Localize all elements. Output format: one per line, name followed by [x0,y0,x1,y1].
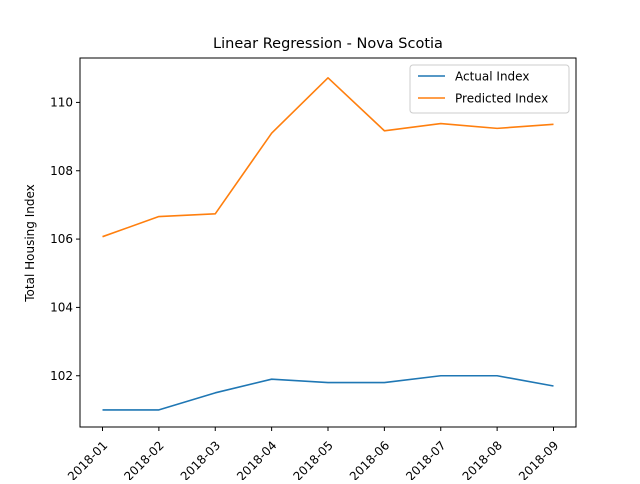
legend: Actual Index Predicted Index [409,64,570,114]
y-tick-label: 102 [50,369,73,383]
chart-title: Linear Regression - Nova Scotia [213,36,443,52]
y-tick-label: 106 [50,232,73,246]
legend-box [409,64,570,114]
series-line-actual-index [102,374,554,411]
y-tick-label: 110 [50,95,73,109]
y-tick-label: 104 [50,300,73,314]
legend-label-predicted-index: Predicted Index [455,92,548,106]
legend-label-actual-index: Actual Index [455,70,529,84]
y-tick-label: 108 [50,164,73,178]
series-line-predicted-index [102,77,554,238]
y-axis-label: Total Housing Index [23,184,37,302]
axes-frame [79,57,577,428]
